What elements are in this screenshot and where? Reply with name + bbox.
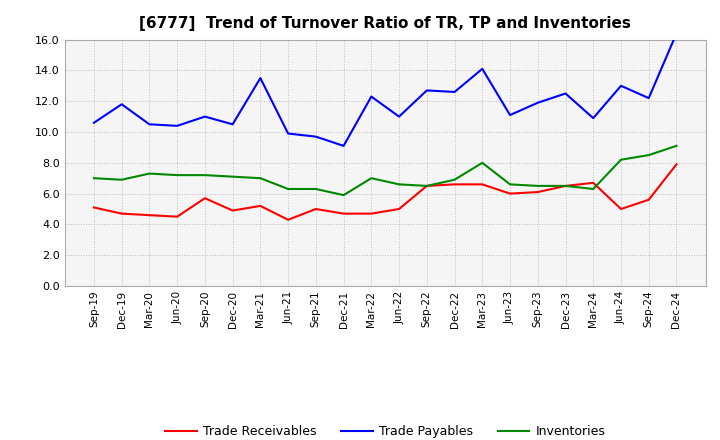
Trade Receivables xyxy=(616,206,625,212)
Trade Payables xyxy=(89,120,98,125)
Inventories xyxy=(89,176,98,181)
Trade Payables xyxy=(173,123,181,128)
Trade Receivables xyxy=(201,195,210,201)
Trade Payables xyxy=(505,112,514,117)
Trade Payables xyxy=(284,131,292,136)
Inventories xyxy=(117,177,126,182)
Line: Trade Receivables: Trade Receivables xyxy=(94,164,677,220)
Trade Payables xyxy=(450,89,459,95)
Trade Receivables xyxy=(89,205,98,210)
Inventories xyxy=(395,182,403,187)
Inventories xyxy=(478,160,487,165)
Trade Receivables xyxy=(312,206,320,212)
Trade Payables xyxy=(534,100,542,105)
Trade Receivables xyxy=(145,213,154,218)
Inventories xyxy=(589,187,598,192)
Inventories xyxy=(256,176,265,181)
Trade Payables xyxy=(644,95,653,101)
Trade Receivables xyxy=(173,214,181,220)
Trade Payables xyxy=(201,114,210,119)
Trade Receivables xyxy=(339,211,348,216)
Trade Receivables xyxy=(589,180,598,185)
Trade Payables xyxy=(561,91,570,96)
Trade Payables xyxy=(672,31,681,36)
Trade Payables xyxy=(478,66,487,71)
Inventories xyxy=(228,174,237,180)
Inventories xyxy=(534,183,542,188)
Trade Payables xyxy=(228,121,237,127)
Line: Trade Payables: Trade Payables xyxy=(94,33,677,146)
Inventories xyxy=(423,183,431,188)
Trade Payables xyxy=(616,83,625,88)
Inventories xyxy=(561,183,570,188)
Trade Receivables xyxy=(284,217,292,222)
Inventories xyxy=(339,192,348,198)
Inventories xyxy=(505,182,514,187)
Trade Receivables xyxy=(672,161,681,167)
Title: [6777]  Trend of Turnover Ratio of TR, TP and Inventories: [6777] Trend of Turnover Ratio of TR, TP… xyxy=(139,16,631,32)
Trade Payables xyxy=(589,115,598,121)
Trade Receivables xyxy=(478,182,487,187)
Inventories xyxy=(173,172,181,178)
Trade Receivables xyxy=(395,206,403,212)
Inventories xyxy=(201,172,210,178)
Trade Payables xyxy=(367,94,376,99)
Inventories xyxy=(284,187,292,192)
Trade Payables xyxy=(423,88,431,93)
Trade Payables xyxy=(256,75,265,81)
Trade Payables xyxy=(339,143,348,148)
Trade Receivables xyxy=(256,203,265,209)
Trade Receivables xyxy=(561,183,570,188)
Trade Receivables xyxy=(228,208,237,213)
Trade Receivables xyxy=(450,182,459,187)
Trade Receivables xyxy=(534,189,542,194)
Legend: Trade Receivables, Trade Payables, Inventories: Trade Receivables, Trade Payables, Inven… xyxy=(161,420,610,440)
Trade Receivables xyxy=(505,191,514,196)
Trade Receivables xyxy=(644,197,653,202)
Line: Inventories: Inventories xyxy=(94,146,677,195)
Inventories xyxy=(312,187,320,192)
Trade Payables xyxy=(117,102,126,107)
Inventories xyxy=(672,143,681,148)
Trade Receivables xyxy=(367,211,376,216)
Inventories xyxy=(367,176,376,181)
Inventories xyxy=(644,152,653,158)
Trade Receivables xyxy=(117,211,126,216)
Trade Receivables xyxy=(423,183,431,188)
Trade Payables xyxy=(395,114,403,119)
Trade Payables xyxy=(312,134,320,139)
Inventories xyxy=(145,171,154,176)
Inventories xyxy=(450,177,459,182)
Inventories xyxy=(616,157,625,162)
Trade Payables xyxy=(145,121,154,127)
